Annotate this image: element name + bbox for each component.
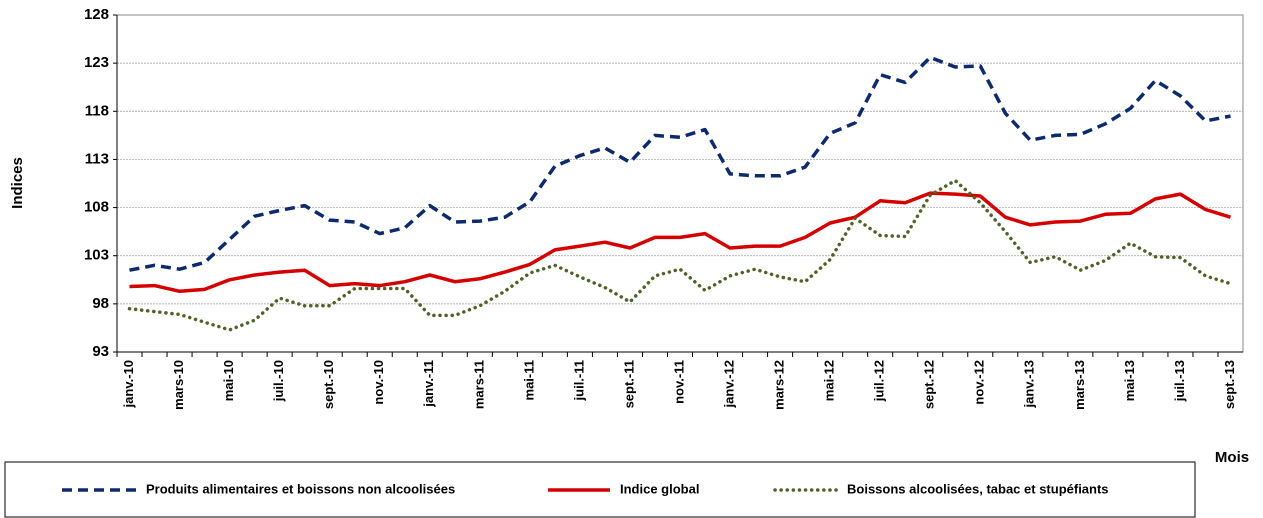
y-tick-label: 98 <box>92 295 109 312</box>
y-tick-label: 128 <box>84 6 109 23</box>
series-line <box>129 191 1232 294</box>
x-tick-label: mars-13 <box>1072 360 1087 410</box>
y-tick-label: 113 <box>85 150 109 167</box>
y-tick-label: 118 <box>85 102 109 119</box>
x-tick-label: nov.-12 <box>972 360 987 405</box>
x-tick-label: juil.-13 <box>1172 360 1187 402</box>
x-tick-label: sept.-12 <box>922 360 937 409</box>
x-tick-label: janv.-13 <box>1022 360 1037 408</box>
x-tick-label: juil.-11 <box>571 360 586 401</box>
x-tick-label: mars-12 <box>772 360 787 410</box>
x-tick-label: nov.-10 <box>371 360 386 405</box>
x-tick-label: mai-10 <box>221 360 236 401</box>
x-tick-label: nov.-11 <box>671 360 686 404</box>
y-tick-label: 103 <box>84 247 109 264</box>
x-tick-label: juil.-10 <box>271 360 286 402</box>
x-tick-label: mai-13 <box>1122 360 1137 401</box>
x-tick-label: janv.-10 <box>121 360 136 408</box>
x-tick-label: mars-11 <box>471 360 486 409</box>
x-tick-label: sept.-11 <box>621 360 636 408</box>
legend-label: Indice global <box>620 481 699 496</box>
y-tick-label: 108 <box>84 199 109 216</box>
y-tick-label: 93 <box>92 343 109 360</box>
y-axis-label: Indices <box>9 157 26 209</box>
x-tick-label: sept.-10 <box>321 360 336 409</box>
series-line <box>127 178 1233 332</box>
x-tick-label: mai-11 <box>521 360 536 400</box>
x-tick-label: mars-10 <box>171 360 186 410</box>
x-axis-label: Mois <box>1215 449 1249 466</box>
x-tick-label: juil.-12 <box>872 360 887 402</box>
x-tick-label: janv.-11 <box>421 360 436 408</box>
legend-label: Produits alimentaires et boissons non al… <box>146 481 455 496</box>
x-tick-label: janv.-12 <box>721 360 736 408</box>
x-tick-label: mai-12 <box>822 360 837 401</box>
x-tick-label: sept.-13 <box>1222 360 1237 409</box>
legend-label: Boissons alcoolisées, tabac et stupéfian… <box>847 481 1109 496</box>
y-tick-label: 123 <box>84 54 109 71</box>
